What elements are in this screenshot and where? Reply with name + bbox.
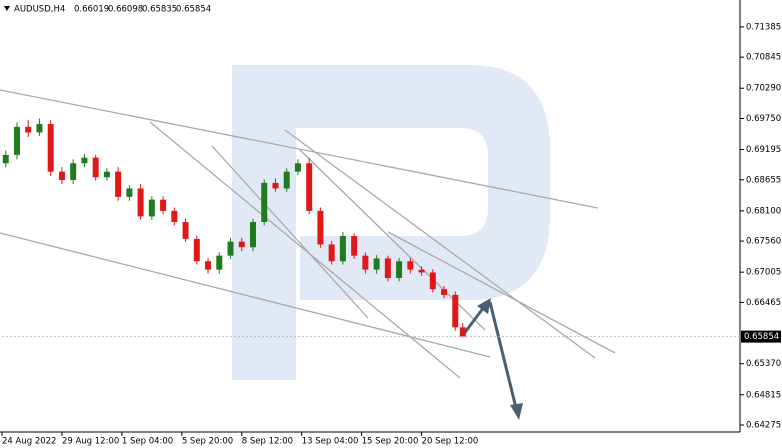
candle-body <box>261 182 268 223</box>
y-tick-label: 0.64815 <box>746 390 781 400</box>
x-tick-label: 24 Aug 2022 <box>2 437 56 447</box>
candle-body <box>227 241 234 256</box>
y-tick-label: 0.65370 <box>746 359 781 369</box>
forecast-arrows <box>461 298 523 420</box>
y-tick-label: 0.69750 <box>746 114 781 124</box>
candle-body <box>25 126 32 133</box>
x-tick-label: 8 Sep 12:00 <box>242 437 293 447</box>
candle-body <box>81 157 88 164</box>
candle-body <box>171 210 178 223</box>
symbol: AUDUSD,H4 <box>14 5 65 15</box>
candle-body <box>294 163 301 172</box>
candle-body <box>182 222 189 239</box>
candle-body <box>452 294 459 328</box>
x-tick-label: 13 Sep 04:00 <box>302 437 359 447</box>
x-tick-label: 20 Sep 12:00 <box>422 437 479 447</box>
candle-body <box>193 238 200 262</box>
candle-body <box>47 124 54 172</box>
y-tick-label: 0.67560 <box>746 237 781 247</box>
candle-body <box>36 124 43 133</box>
low: 0.65835 <box>142 5 177 15</box>
high: 0.66098 <box>108 5 143 15</box>
candle-body <box>137 188 144 217</box>
candle-body <box>317 210 324 245</box>
candle-body <box>70 163 77 181</box>
candle-body <box>272 182 279 189</box>
candle-body <box>459 327 466 337</box>
candle-body <box>2 154 9 164</box>
candle-body <box>148 199 155 217</box>
y-tick-label: 0.67005 <box>746 268 781 278</box>
candle-body <box>384 258 391 279</box>
x-tick-label: 15 Sep 20:00 <box>362 437 419 447</box>
candle-body <box>216 255 223 270</box>
candle-body <box>396 261 403 279</box>
candle-body <box>429 272 436 290</box>
candle-body <box>362 255 369 270</box>
candle-body <box>328 244 335 262</box>
candle-body <box>115 171 122 197</box>
menu-triangle <box>4 6 10 11</box>
candle-body <box>351 236 358 256</box>
candle-body <box>407 261 414 270</box>
candle-body <box>103 171 110 178</box>
y-tick-label: 0.68655 <box>746 175 781 185</box>
candle-body <box>238 241 245 248</box>
candle-body <box>205 261 212 270</box>
candle-body <box>92 157 99 178</box>
close: 0.65854 <box>176 5 211 15</box>
candle-body <box>249 222 256 248</box>
x-tick-label: 29 Aug 12:00 <box>62 437 119 447</box>
y-tick-label: 0.64275 <box>746 421 781 431</box>
candle-body <box>58 171 65 181</box>
y-tick-label: 0.68100 <box>746 206 781 216</box>
y-tick-label: 0.66465 <box>746 298 781 308</box>
price-label: 0.65854 <box>744 332 779 342</box>
candle-body <box>441 289 448 295</box>
candle-body <box>306 163 313 211</box>
candle-body <box>373 258 380 270</box>
y-tick-label: 0.70290 <box>746 84 781 94</box>
candle-body <box>160 199 167 211</box>
price-label-box <box>741 330 781 343</box>
x-tick-label: 1 Sep 04:00 <box>122 437 173 447</box>
candle-body <box>418 269 425 273</box>
open: 0.66019 <box>74 5 109 15</box>
y-tick-label: 0.69195 <box>746 145 781 155</box>
watermark <box>232 65 550 380</box>
candle-body <box>339 236 346 262</box>
y-tick-label: 0.70845 <box>746 53 781 63</box>
x-tick-label: 5 Sep 20:00 <box>182 437 233 447</box>
trend-lines <box>0 89 616 379</box>
candle-body <box>283 171 290 189</box>
candle-body <box>126 188 133 197</box>
y-tick-label: 0.71385 <box>746 22 781 32</box>
candle-body <box>13 126 20 155</box>
